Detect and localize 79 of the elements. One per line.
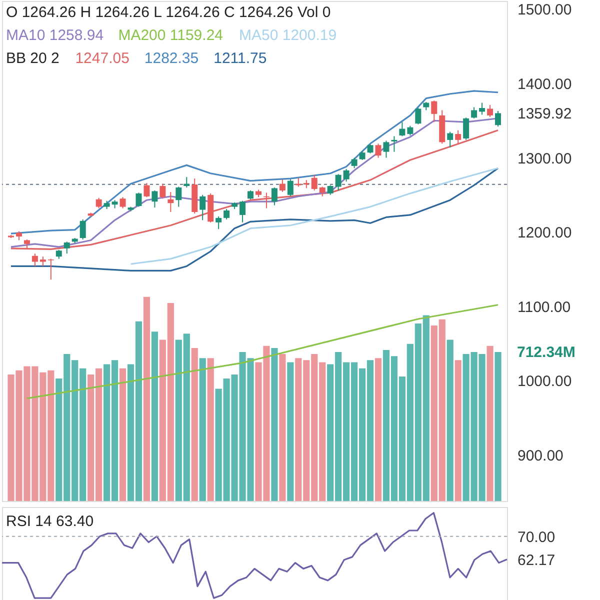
candlestick: [200, 194, 206, 221]
y-tick-label: 1400.00: [518, 76, 572, 93]
bar: [207, 358, 214, 501]
candlestick: [407, 125, 414, 136]
bar: [446, 340, 454, 501]
candlestick: [375, 143, 382, 158]
chart-title: RSI 14 63.40: [6, 513, 94, 530]
candlestick: [383, 140, 390, 158]
bar: [287, 362, 294, 501]
candlestick: [64, 241, 70, 254]
candlestick: [463, 117, 470, 140]
text: MA50 1200.19: [239, 27, 337, 44]
bar: [271, 348, 278, 501]
chart-title: O 1264.26 H 1264.26 L 1264.26 C 1264.26 Vol 0: [6, 4, 331, 21]
line-series: [10, 167, 499, 272]
y-tick-label: 1200.00: [518, 224, 572, 242]
bar: [494, 352, 502, 501]
candlestick: [96, 197, 102, 209]
candlestick: [479, 102, 486, 116]
text: MA200 1159.24: [118, 27, 224, 44]
y-tick-label: 1000.00: [518, 373, 572, 390]
candlestick: [351, 157, 358, 169]
line-series: [26, 304, 499, 400]
candlestick: [343, 168, 350, 182]
bar: [191, 348, 198, 501]
candlestick: [216, 216, 222, 230]
candlestick: [160, 183, 166, 200]
bar: [374, 358, 382, 501]
y-tick-label: 900.00: [518, 447, 564, 464]
candlestick: [311, 174, 318, 191]
y-tick-label: 1500.00: [518, 2, 572, 19]
candlestick: [240, 200, 246, 223]
bar: [119, 368, 126, 501]
candlestick: [271, 186, 278, 206]
bar: [143, 296, 150, 501]
candlestick: [176, 186, 182, 208]
y-tick-label: 62.17: [518, 552, 556, 569]
candlestick: [80, 218, 86, 240]
text: 1211.75: [214, 50, 267, 67]
y-tick-label: 70.00: [518, 528, 556, 546]
line-series: [130, 167, 499, 265]
candlestick: [168, 191, 174, 212]
bar: [199, 358, 206, 501]
bar: [151, 332, 158, 501]
text: 712.34M: [517, 344, 576, 362]
candlestick: [431, 100, 438, 123]
candlestick: [415, 107, 422, 125]
candlestick: [48, 258, 54, 280]
y-tick-label: 1359.92: [518, 106, 572, 123]
bar: [486, 346, 494, 501]
text: 1282.35: [144, 50, 199, 67]
candlestick: [495, 110, 502, 128]
candlestick: [471, 106, 478, 119]
text: 1247.05: [75, 50, 130, 67]
candlestick: [224, 208, 230, 220]
candlestick: [152, 190, 158, 208]
candlestick: [184, 176, 190, 188]
line-series: [1, 512, 508, 599]
candlestick: [287, 178, 294, 197]
candlestick: [40, 256, 46, 267]
candlestick: [279, 178, 286, 192]
candlestick: [447, 131, 454, 148]
candlestick: [136, 192, 142, 208]
candlestick: [144, 182, 150, 198]
annotation: BB 20 2: [6, 50, 60, 67]
y-tick-label: 1100.00: [518, 298, 571, 316]
candlestick: [487, 104, 494, 118]
candlestick: [319, 186, 326, 197]
bar: [279, 354, 286, 501]
text: MA10 1258.94: [6, 27, 104, 44]
candlestick: [120, 196, 126, 209]
candlestick: [335, 174, 342, 191]
y-tick-label: 1300.00: [518, 150, 572, 168]
candlestick: [32, 253, 38, 267]
bar: [454, 360, 462, 501]
candlestick: [399, 122, 406, 137]
candlestick: [391, 136, 398, 152]
line-series: [10, 90, 499, 234]
candlestick: [327, 184, 334, 196]
